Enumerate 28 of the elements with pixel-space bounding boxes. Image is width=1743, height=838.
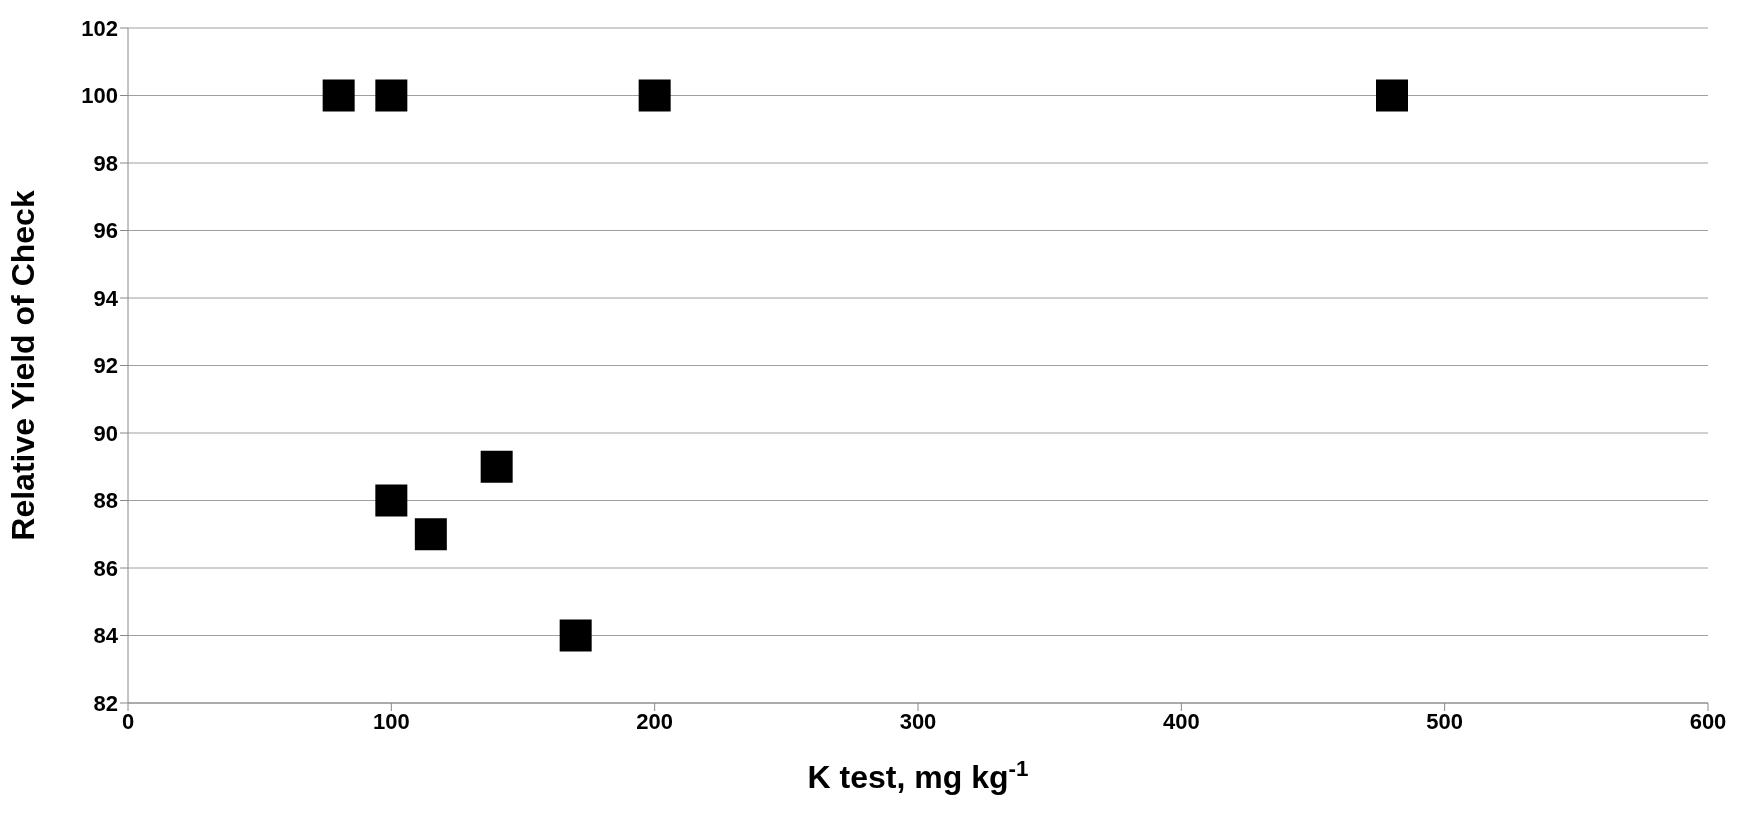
x-tick-label: 200 (636, 708, 674, 734)
y-tick-label: 96 (93, 218, 118, 244)
point (638, 79, 671, 112)
y-tick-label: 82 (93, 690, 118, 716)
point (1376, 79, 1408, 112)
point (375, 79, 408, 112)
y-tick-label: 86 (93, 555, 118, 581)
x-tick-label: 400 (1162, 708, 1200, 734)
point (480, 450, 513, 483)
point (375, 484, 408, 517)
x-tick-label: 600 (1689, 708, 1727, 734)
y-tick-label: 92 (93, 353, 118, 379)
y-tick-label: 84 (93, 623, 119, 649)
x-tick-label: 300 (899, 708, 937, 734)
point (559, 619, 592, 652)
x-tick-label: 500 (1426, 708, 1464, 734)
y-tick-label: 102 (81, 15, 118, 41)
y-tick-label: 88 (93, 488, 118, 514)
point (322, 79, 355, 112)
y-axis-title: Relative Yield of Check (5, 190, 42, 541)
x-tick-label: 100 (372, 708, 410, 734)
y-tick-label: 94 (93, 285, 119, 311)
y-tick-label: 98 (93, 150, 118, 176)
y-tick-label: 90 (93, 420, 118, 446)
y-tick-label: 100 (81, 83, 118, 109)
x-axis-title: K test, mg kg$^{-1}$ (807, 755, 1029, 795)
point (414, 518, 447, 551)
x-tick-label: 0 (121, 708, 135, 734)
